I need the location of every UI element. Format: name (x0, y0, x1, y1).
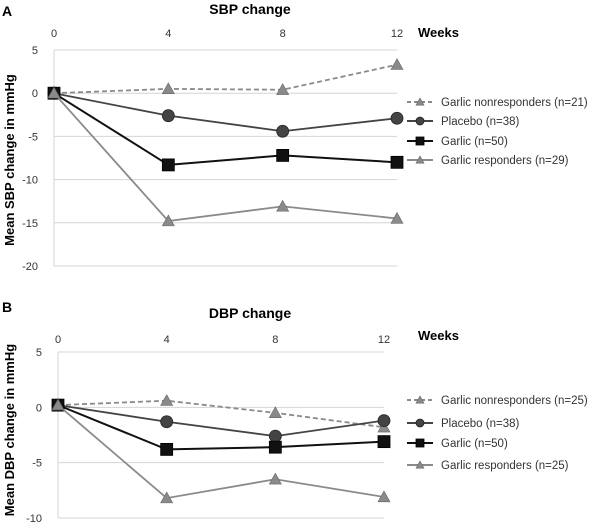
legend-label: Garlic responders (n=29) (441, 155, 569, 167)
legend-marker (415, 155, 425, 164)
series-line (53, 92, 398, 223)
data-point (276, 83, 290, 95)
legend-label: Placebo (n=38) (441, 116, 519, 128)
data-point (377, 490, 391, 503)
series-line (57, 399, 385, 429)
legend-item: Placebo (n=38) (407, 418, 519, 430)
x-axis-label: Weeks (418, 328, 459, 343)
x-tick-label: 0 (51, 28, 57, 40)
data-point (268, 406, 282, 418)
legend-item: Placebo (n=38) (407, 116, 519, 128)
series-line (53, 63, 398, 95)
y-tick-label: -10 (26, 513, 42, 525)
y-tick-label: 5 (32, 45, 38, 57)
legend-marker (415, 395, 425, 404)
series-line (57, 404, 385, 451)
legend-item: Garlic responders (n=29) (407, 155, 569, 167)
data-point (377, 414, 391, 428)
y-tick-label: -10 (22, 175, 38, 187)
y-axis-label: Mean SBP change in mmHg (2, 74, 17, 246)
data-point (390, 58, 404, 70)
y-tick-label: -15 (22, 218, 38, 230)
panel-a: A SBP change Weeks Mean SBP change in mmHg 5… (2, 1, 588, 273)
x-tick-label: 8 (280, 28, 286, 40)
data-point (161, 109, 175, 123)
data-point (390, 155, 404, 169)
data-point (268, 429, 282, 443)
x-tick-label: 12 (378, 334, 390, 346)
legend-item: Garlic responders (n=25) (407, 460, 569, 472)
series-2 (47, 86, 404, 172)
legend-label: Garlic (n=50) (441, 136, 508, 148)
legend-marker (415, 136, 425, 146)
legend-item: Garlic (n=50) (407, 136, 508, 148)
chart-title: SBP change (209, 1, 291, 17)
y-tick-label: 5 (36, 347, 42, 359)
data-point (268, 440, 282, 454)
data-point (160, 491, 174, 504)
data-point (268, 472, 282, 485)
data-point (47, 86, 61, 99)
series-3 (51, 398, 391, 504)
legend-label: Garlic nonresponders (n=21) (441, 97, 588, 109)
data-point (160, 415, 174, 429)
legend-item: Garlic nonresponders (n=21) (407, 97, 588, 109)
data-point (377, 435, 391, 449)
legend-item: Garlic nonresponders (n=25) (407, 395, 588, 407)
legend-label: Placebo (n=38) (441, 418, 519, 430)
panel-b: B DBP change Weeks Mean DBP change in mmHg 5… (2, 299, 588, 525)
data-point (160, 442, 174, 456)
legend-label: Garlic nonresponders (n=25) (441, 395, 588, 407)
legend-marker (415, 97, 425, 106)
series-line (57, 404, 385, 500)
legend-item: Garlic (n=50) (407, 438, 508, 450)
x-tick-label: 4 (164, 334, 170, 346)
data-point (160, 394, 174, 406)
legend-label: Garlic responders (n=25) (441, 460, 569, 472)
data-point (161, 82, 175, 94)
legend-marker (415, 460, 425, 469)
x-tick-label: 0 (55, 334, 61, 346)
data-point (390, 211, 404, 224)
chart-title: DBP change (209, 305, 291, 321)
y-axis-label: Mean DBP change in mmHg (2, 344, 17, 516)
x-axis-label: Weeks (418, 25, 459, 40)
data-point (276, 149, 290, 162)
data-point (390, 111, 404, 125)
legend-marker (415, 418, 425, 428)
series-line (53, 92, 398, 133)
series-0 (47, 58, 404, 99)
data-point (161, 214, 175, 227)
y-tick-label: -20 (22, 261, 38, 273)
data-point (276, 199, 290, 212)
x-tick-label: 12 (391, 28, 403, 40)
data-point (161, 158, 175, 172)
legend-label: Garlic (n=50) (441, 438, 508, 450)
series-line (53, 92, 398, 166)
y-tick-label: 0 (36, 402, 42, 414)
legend-marker (415, 116, 425, 126)
series-3 (47, 86, 404, 227)
y-tick-label: -5 (32, 458, 42, 470)
data-point (276, 124, 290, 138)
panel-label: A (2, 3, 12, 19)
series-1 (47, 86, 404, 138)
panel-label: B (2, 299, 12, 315)
data-point (51, 398, 65, 411)
x-tick-label: 8 (272, 334, 278, 346)
legend-marker (415, 438, 425, 448)
series-line (57, 404, 385, 438)
x-tick-label: 4 (165, 28, 171, 40)
y-tick-label: 0 (32, 88, 38, 100)
y-tick-label: -5 (28, 131, 38, 143)
